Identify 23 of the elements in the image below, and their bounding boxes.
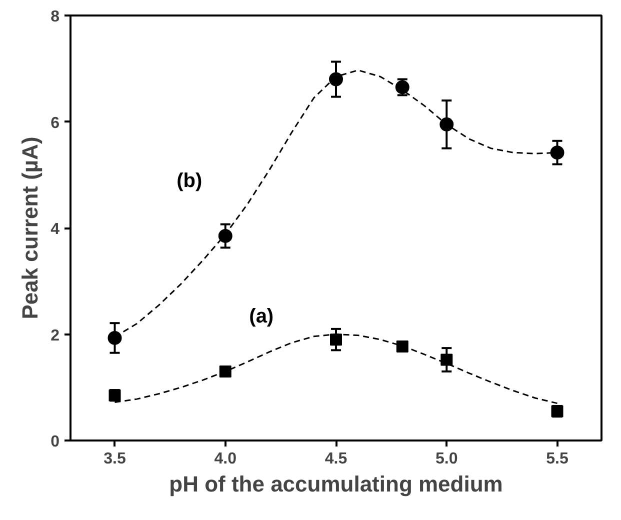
point: [108, 330, 122, 345]
point: [440, 117, 454, 132]
point: [440, 354, 453, 366]
point: [218, 228, 232, 243]
x-tick-label: 4.0: [214, 450, 237, 468]
point: [219, 365, 232, 378]
y-axis-title: Peak current (µA): [18, 136, 43, 320]
text: (a): [249, 305, 274, 328]
point: [329, 72, 343, 86]
point: [550, 146, 564, 160]
text: (b): [176, 170, 202, 192]
x-tick-label: 3.5: [104, 450, 126, 468]
x-axis-title: pH of the accumulating medium: [169, 472, 503, 496]
y-tick-label: 2: [50, 327, 60, 344]
point: [396, 340, 408, 352]
x-tick-label: 5.5: [546, 450, 568, 468]
y-tick-label: 0: [50, 434, 60, 450]
point: [330, 334, 342, 346]
x-tick-label: 4.5: [324, 450, 348, 468]
x-tick-label: 5.0: [436, 450, 458, 468]
y-tick-label: 8: [50, 8, 60, 26]
y-tick-label: 4: [50, 221, 60, 238]
y-tick-label: 6: [50, 114, 60, 132]
